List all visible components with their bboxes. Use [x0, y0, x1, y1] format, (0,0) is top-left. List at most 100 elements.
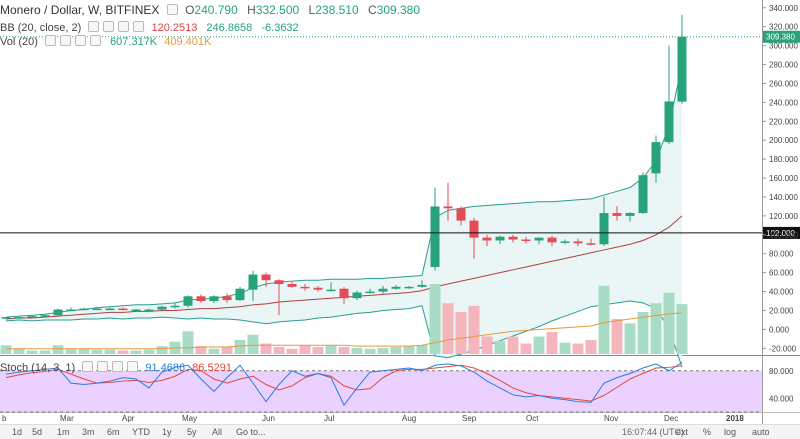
candle	[521, 236, 531, 244]
candle	[326, 282, 336, 292]
more-icon[interactable]	[127, 361, 139, 372]
candle	[105, 307, 115, 311]
symbol-title[interactable]: Monero / Dollar, W, BITFINEX	[0, 3, 160, 17]
candle-body	[170, 305, 180, 308]
ohlc-high: 332.500	[255, 3, 300, 17]
candle	[261, 272, 271, 287]
hline-label: 102.000	[766, 229, 795, 238]
volume-bar	[403, 346, 415, 354]
settings-icon[interactable]	[103, 21, 115, 32]
candle	[547, 235, 557, 247]
candle	[586, 238, 596, 246]
candle	[287, 282, 297, 288]
volume-bar	[117, 350, 129, 354]
range-3m[interactable]: 3m	[82, 427, 95, 437]
candle	[677, 14, 687, 104]
candle	[456, 206, 466, 226]
y-tick-label: 100.000	[769, 231, 798, 240]
candle	[27, 315, 37, 319]
range-1m[interactable]: 1m	[57, 427, 70, 437]
volume-bar	[481, 336, 493, 354]
candle	[170, 302, 180, 309]
range-all[interactable]: All	[212, 427, 223, 437]
volume-bar	[598, 285, 610, 354]
price-axis: 340.000 320.000 300.000 280.000 260.000 240.0…	[762, 4, 798, 353]
candle-body	[339, 288, 349, 299]
candle	[443, 182, 453, 221]
volume-bar	[455, 312, 467, 354]
eye-icon[interactable]	[82, 361, 94, 372]
candle-body	[456, 208, 466, 221]
bottom-toolbar: 1d 5d 1m 3m 6m YTD 1y 5y All Go to... 16…	[0, 424, 800, 439]
y-tick-label: 40.000	[769, 288, 794, 297]
candle-body	[469, 220, 479, 238]
candle-body	[66, 309, 76, 312]
eye-icon[interactable]	[166, 4, 178, 15]
candle	[625, 212, 635, 222]
candle-body	[534, 237, 544, 241]
x-tick-label: Mar	[60, 414, 74, 423]
range-1y[interactable]: 1y	[162, 427, 172, 437]
y-tick-label: 220.000	[769, 117, 798, 126]
range-1d[interactable]: 1d	[12, 427, 23, 437]
volume-ma-line	[6, 312, 683, 350]
candle	[378, 285, 388, 294]
settings-icon[interactable]	[59, 35, 71, 46]
candle	[612, 206, 622, 221]
range-5y[interactable]: 5y	[187, 427, 197, 437]
candle-body	[352, 292, 362, 299]
ohlc-open: 240.790	[194, 3, 238, 17]
close-icon[interactable]	[118, 21, 130, 32]
volume-bar	[208, 348, 220, 354]
candlesticks	[1, 14, 687, 319]
candle	[248, 270, 258, 302]
range-5d[interactable]: 5d	[32, 427, 43, 437]
volume-bar	[312, 347, 324, 354]
candle-body	[378, 288, 388, 292]
volume-bar	[637, 312, 649, 354]
percent-toggle[interactable]: %	[703, 427, 712, 437]
volume-bar	[13, 348, 25, 354]
bb-label: BB (20, close, 2)	[0, 22, 82, 34]
vol-ma-value: 409.401K	[164, 36, 212, 48]
candle	[144, 308, 154, 313]
volume-bar	[234, 340, 246, 354]
volume-bar	[104, 349, 116, 354]
candle	[66, 307, 76, 312]
candle-body	[287, 284, 297, 287]
eye-icon[interactable]	[88, 21, 100, 32]
close-icon[interactable]	[74, 35, 86, 46]
symbol-legend: Monero / Dollar, W, BITFINEX O240.790 H3…	[0, 3, 421, 17]
y-tick-label: 180.000	[769, 155, 798, 164]
close-icon[interactable]	[112, 361, 124, 372]
candle	[573, 238, 583, 247]
goto-button[interactable]: Go to...	[236, 427, 266, 437]
x-tick-label: May	[182, 414, 197, 423]
volume-legend[interactable]: Vol (20) 607.317K 409.401K	[0, 35, 211, 48]
candle	[183, 295, 193, 308]
stoch-legend[interactable]: Stoch (14, 3, 1) 91.4686 86.5291	[0, 361, 232, 374]
bb-legend[interactable]: BB (20, close, 2) 120.2513 246.8658 -6.3…	[0, 21, 299, 34]
volume-bar	[546, 332, 558, 354]
candle-body	[508, 236, 518, 240]
ext-toggle[interactable]: ext	[676, 427, 689, 437]
candle	[651, 135, 661, 183]
stoch-d-line	[5, 364, 683, 402]
volume-bar	[39, 350, 51, 354]
candle	[118, 307, 128, 311]
more-icon[interactable]	[133, 21, 145, 32]
range-ytd[interactable]: YTD	[132, 427, 150, 437]
volume-bar	[0, 345, 12, 354]
candle-body	[261, 274, 271, 281]
candle	[599, 196, 609, 247]
candle-body	[131, 309, 141, 312]
x-tick-label: Nov	[604, 414, 618, 423]
settings-icon[interactable]	[97, 361, 109, 372]
auto-toggle[interactable]: auto	[752, 427, 770, 437]
log-toggle[interactable]: log	[724, 427, 737, 437]
eye-icon[interactable]	[44, 35, 56, 46]
more-icon[interactable]	[89, 35, 101, 46]
range-6m[interactable]: 6m	[107, 427, 120, 437]
vol-label: Vol (20)	[0, 36, 38, 48]
